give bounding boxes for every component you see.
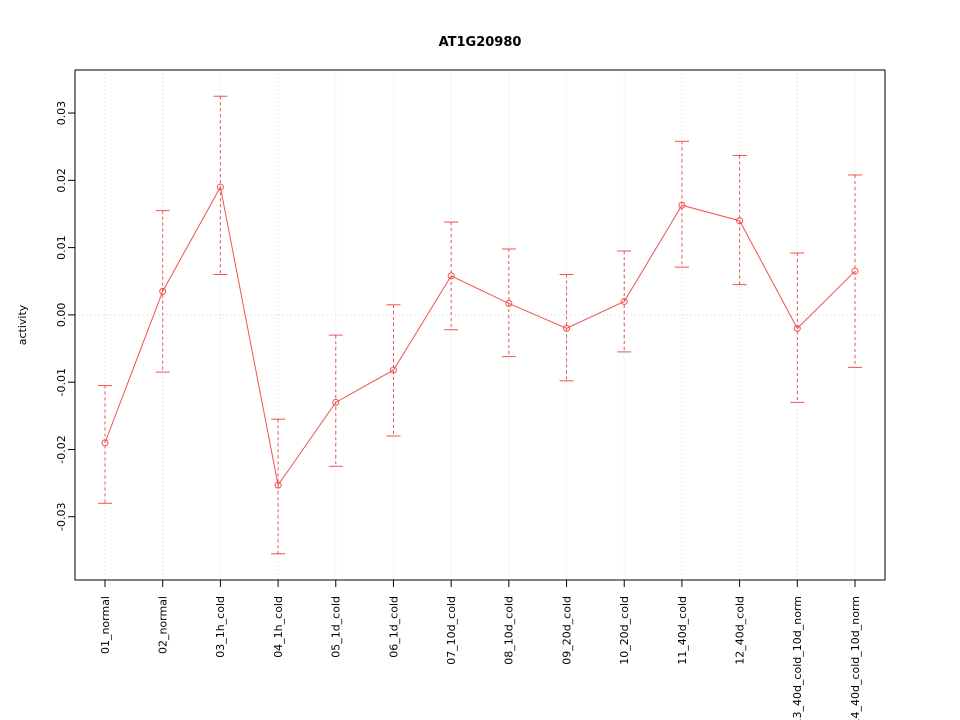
y-tick-label: 0.00 — [55, 303, 68, 328]
y-tick-label: -0.03 — [55, 503, 68, 531]
data-point — [159, 287, 167, 295]
plot-border — [74, 69, 886, 581]
y-tick-label: 0.02 — [55, 168, 68, 193]
x-tick-label: 02_normal — [157, 596, 170, 654]
data-point — [793, 324, 801, 332]
y-tick-label: -0.02 — [55, 435, 68, 463]
data-point — [274, 481, 282, 489]
series-line — [104, 185, 856, 487]
x-tick-label: 09_20d_cold — [560, 596, 573, 665]
y-axis-label: activity — [16, 304, 29, 345]
data-point — [736, 217, 744, 225]
x-tick-label: 07_10d_cold — [445, 596, 458, 665]
data-point — [216, 183, 224, 191]
x-tick-label: 08_10d_cold — [503, 596, 516, 665]
y-tick-label: -0.01 — [55, 368, 68, 396]
data-point — [851, 267, 859, 275]
data-point — [389, 366, 397, 374]
data-point — [101, 439, 109, 447]
x-tick-label: 03_1h_cold — [214, 596, 227, 658]
x-tick-label: 04_1h_cold — [272, 596, 285, 658]
data-point — [332, 398, 340, 406]
y-tick-label: 0.01 — [55, 235, 68, 260]
x-tick-label: 14_40d_cold_10d_norm — [849, 596, 862, 720]
x-tick-label: 05_1d_cold — [330, 596, 343, 658]
data-point — [563, 324, 571, 332]
x-tick-label: 12_40d_cold — [733, 596, 746, 665]
x-tick-label: 13_40d_cold_10d_norm — [791, 596, 804, 720]
y-tick-label: 0.03 — [55, 101, 68, 126]
plot-area: -0.03 -0.02 -0.01 0.00 0.01 0.02 0.03 01_normal… — [16, 69, 886, 720]
data-point — [620, 297, 628, 305]
data-point — [678, 201, 686, 209]
chart-title: AT1G20980 — [439, 35, 522, 50]
data-point — [505, 299, 513, 307]
x-tick-label: 01_normal — [99, 596, 112, 654]
data-point — [447, 272, 455, 280]
x-tick-label: 06_1d_cold — [387, 596, 400, 658]
x-tick-label: 11_40d_cold — [676, 596, 689, 665]
x-tick-label: 10_20d_cold — [618, 596, 631, 665]
